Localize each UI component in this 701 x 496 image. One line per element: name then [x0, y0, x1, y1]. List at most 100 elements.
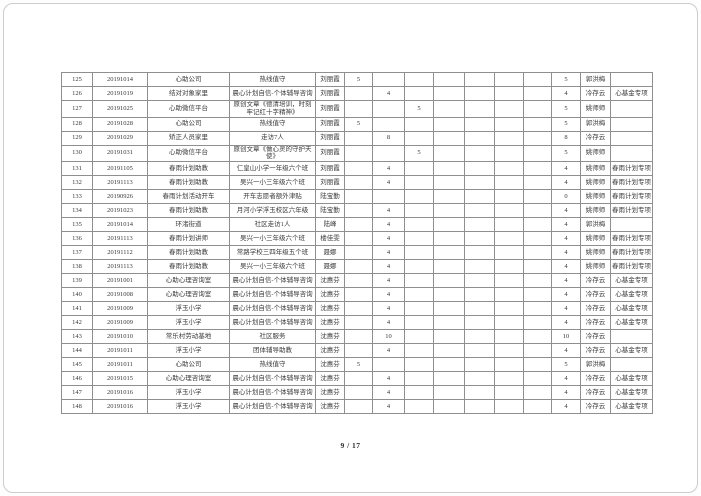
cell-hours-6: [494, 273, 524, 289]
cell-activity: 团体辅导助教: [229, 343, 316, 359]
cell-reviewer: 姚师师: [580, 245, 611, 261]
cell-project: 心基金专项: [610, 385, 653, 401]
cell-reviewer: 冷存云: [580, 371, 611, 387]
cell-date: 20191025: [92, 100, 148, 118]
cell-hours-5: [464, 273, 495, 289]
cell-total: 4: [551, 231, 581, 247]
cell-seq: 134: [61, 203, 93, 219]
cell-location: 春雨计划讲师: [147, 231, 230, 247]
cell-project: 春雨计划专项: [610, 203, 653, 219]
cell-hours-4: [433, 259, 465, 275]
cell-hours-6: [494, 329, 524, 345]
cell-date: 20191009: [92, 301, 148, 317]
cell-location: 春雨计划助教: [147, 203, 230, 219]
cell-hours-6: [494, 385, 524, 401]
cell-location: 结对对象家里: [147, 86, 230, 101]
cell-location: 环渚街道: [147, 217, 230, 233]
cell-volunteer: 沈惠芬: [315, 287, 345, 303]
cell-hours-5: [464, 385, 495, 401]
cell-activity: 晨心计划自信-个体辅导咨询: [229, 385, 316, 401]
cell-volunteer: 刘丽霞: [315, 116, 345, 132]
cell-hours-3: [404, 203, 434, 219]
cell-hours-4: [433, 315, 465, 331]
cell-hours-4: [433, 175, 465, 191]
cell-reviewer: 冷存云: [580, 273, 611, 289]
cell-volunteer: 沈惠芬: [315, 329, 345, 345]
cell-hours-1: 5: [344, 116, 373, 132]
cell-total: 5: [551, 72, 581, 87]
cell-hours-7: [523, 259, 552, 275]
cell-hours-5: [464, 161, 495, 177]
cell-hours-5: [464, 343, 495, 359]
cell-hours-3: [404, 315, 434, 331]
cell-hours-2: [372, 357, 405, 373]
cell-reviewer: 冷存云: [580, 315, 611, 331]
cell-volunteer: 沈惠芬: [315, 371, 345, 387]
cell-reviewer: 冷存云: [580, 130, 611, 146]
cell-hours-5: [464, 217, 495, 233]
cell-date: 20191029: [92, 130, 148, 146]
cell-hours-5: [464, 116, 495, 132]
cell-hours-5: [464, 399, 495, 415]
table-row: 144 20191011 浮玉小学 团体辅导助教 沈惠芬 4 4 冷存云 心基金专项: [61, 343, 653, 359]
cell-location: 心助公司: [147, 116, 230, 132]
cell-reviewer: 冷存云: [580, 301, 611, 317]
cell-date: 20191016: [92, 399, 148, 415]
cell-location: 春雨计划助教: [147, 245, 230, 261]
cell-activity: 月河小学浮玉校区六年级: [229, 203, 316, 219]
cell-hours-2: 8: [372, 130, 405, 146]
cell-hours-5: [464, 203, 495, 219]
cell-volunteer: 刘丽霞: [315, 161, 345, 177]
cell-activity: 晨心计划自信-个体辅导咨询: [229, 273, 316, 289]
cell-activity: 原创文章《德清培训，时刻牢记红十字精神》: [229, 100, 316, 118]
cell-hours-3: [404, 273, 434, 289]
cell-activity: 吴兴一小三年级六个班: [229, 175, 316, 191]
cell-hours-1: [344, 203, 373, 219]
cell-volunteer: 楼佳雯: [315, 231, 345, 247]
cell-hours-4: [433, 273, 465, 289]
cell-hours-1: 5: [344, 357, 373, 373]
cell-hours-2: [372, 144, 405, 163]
cell-hours-2: 4: [372, 175, 405, 191]
cell-location: 心助微信平台: [147, 100, 230, 118]
cell-location: 心助公司: [147, 72, 230, 87]
cell-hours-4: [433, 203, 465, 219]
cell-project: 心基金专项: [610, 399, 653, 415]
cell-project: 心基金专项: [610, 86, 653, 101]
cell-reviewer: 姚师师: [580, 161, 611, 177]
cell-hours-7: [523, 301, 552, 317]
cell-total: 4: [551, 161, 581, 177]
cell-date: 20191015: [92, 371, 148, 387]
table-row: 142 20191009 浮玉小学 晨心计划自信-个体辅导咨询 沈惠芬 4 4 冷存云 心基金专…: [61, 315, 653, 331]
cell-total: 4: [551, 273, 581, 289]
cell-hours-4: [433, 217, 465, 233]
cell-seq: 144: [61, 343, 93, 359]
cell-hours-6: [494, 357, 524, 373]
cell-hours-3: [404, 86, 434, 101]
cell-seq: 138: [61, 259, 93, 275]
cell-date: 20191113: [92, 175, 148, 191]
cell-hours-7: [523, 161, 552, 177]
cell-date: 20191010: [92, 329, 148, 345]
cell-volunteer: 沈惠芬: [315, 385, 345, 401]
cell-hours-4: [433, 371, 465, 387]
cell-activity: 常路学校三四年级五个班: [229, 245, 316, 261]
cell-total: 4: [551, 259, 581, 275]
table-row: 135 20191014 环渚街道 社区走访1人 陆峰 4 4 郭洪梅: [61, 217, 653, 233]
cell-project: [610, 329, 653, 345]
cell-volunteer: 沈惠芬: [315, 399, 345, 415]
cell-total: 4: [551, 301, 581, 317]
cell-hours-5: [464, 144, 495, 163]
cell-seq: 125: [61, 72, 93, 87]
cell-hours-1: 5: [344, 72, 373, 87]
cell-seq: 131: [61, 161, 93, 177]
cell-date: 20191008: [92, 287, 148, 303]
cell-hours-7: [523, 100, 552, 118]
cell-total: 4: [551, 371, 581, 387]
cell-hours-1: [344, 217, 373, 233]
cell-hours-1: [344, 315, 373, 331]
cell-hours-3: [404, 287, 434, 303]
cell-seq: 132: [61, 175, 93, 191]
cell-hours-7: [523, 399, 552, 415]
cell-activity: 热线值守: [229, 357, 316, 373]
